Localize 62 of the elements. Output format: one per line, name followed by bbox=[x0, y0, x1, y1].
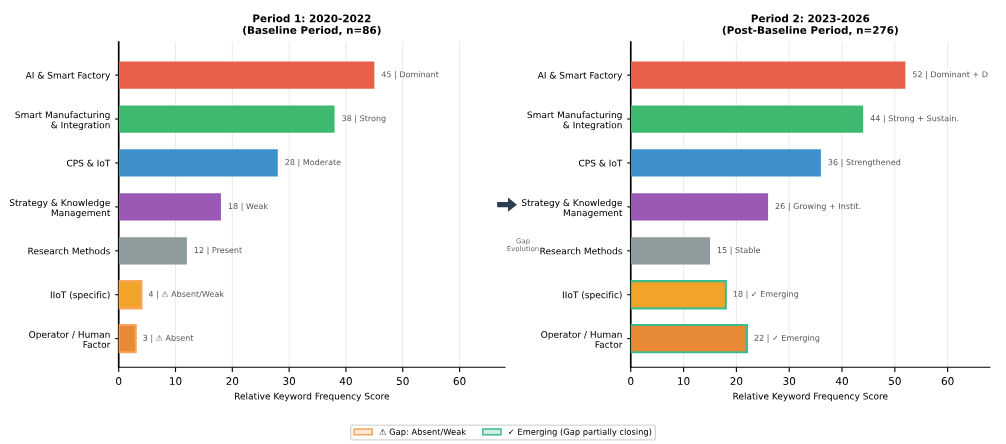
data-label: 18 | Weak bbox=[228, 202, 269, 211]
x-tick-label: 40 bbox=[339, 377, 352, 385]
y-tick-label: IIoT (specific) bbox=[50, 291, 110, 301]
x-tick-label: 0 bbox=[628, 377, 634, 385]
x-tick-label: 40 bbox=[835, 377, 848, 385]
chart-title: Period 2: 2023-2026 (Post-Baseline Period, n=276) bbox=[722, 14, 898, 36]
bar bbox=[118, 280, 143, 310]
y-tick-label: Strategy & Knowledge Management bbox=[521, 199, 623, 218]
x-axis-title: Relative Keyword Frequency Score bbox=[235, 392, 390, 402]
bar bbox=[630, 105, 864, 133]
x-tick-label: 30 bbox=[783, 377, 796, 385]
text: ✓ Emerging (Gap partially closing) bbox=[509, 428, 652, 437]
bar bbox=[630, 149, 821, 177]
bar bbox=[118, 237, 187, 265]
y-tick-label: Research Methods bbox=[28, 247, 110, 255]
bar bbox=[118, 193, 221, 221]
data-label: 45 | Dominant bbox=[381, 71, 439, 80]
data-label: 18 | ✓ Emerging bbox=[733, 290, 799, 299]
bar bbox=[630, 61, 906, 89]
data-label: 12 | Present bbox=[194, 246, 242, 255]
bar bbox=[118, 323, 137, 354]
data-label: 52 | Dominant + D bbox=[912, 71, 988, 80]
y-tick-label: Strategy & Knowledge Management bbox=[9, 199, 111, 218]
x-axis-title: Relative Keyword Frequency Score bbox=[733, 392, 888, 402]
text: ⚠ Gap: Absent/Weak bbox=[379, 428, 467, 437]
y-tick-label: CPS & IoT bbox=[66, 159, 111, 167]
bar bbox=[630, 323, 748, 354]
y-tick-label: Smart Manufacturing & Integration bbox=[15, 111, 110, 131]
x-tick-label: 50 bbox=[396, 377, 409, 385]
x-tick-label: 30 bbox=[283, 377, 296, 385]
bar bbox=[118, 105, 335, 133]
y-tick-label: Smart Manufacturing & Integration bbox=[527, 111, 622, 131]
data-label: 22 | ✓ Emerging bbox=[754, 334, 820, 343]
x-tick-label: 60 bbox=[453, 377, 466, 385]
data-label: 38 | Strong bbox=[342, 115, 386, 124]
x-tick-label: 60 bbox=[941, 377, 954, 385]
x-tick-label: 10 bbox=[170, 377, 182, 385]
x-tick-label: 10 bbox=[678, 377, 690, 385]
y-tick-label: Operator / Human Factor bbox=[541, 331, 623, 348]
data-label: 3 | ⚠ Absent bbox=[143, 334, 194, 343]
data-label: 28 | Moderate bbox=[285, 158, 341, 167]
bar bbox=[118, 149, 278, 177]
data-label: 4 | ⚠ Absent/Weak bbox=[148, 290, 224, 299]
bar bbox=[630, 193, 769, 221]
y-tick-label: AI & Smart Factory bbox=[25, 71, 111, 81]
data-label: 15 | Stable bbox=[717, 246, 761, 255]
y-tick-label: Operator / Human Factor bbox=[29, 331, 111, 348]
bar bbox=[630, 237, 710, 265]
data-label: 44 | Strong + Sustain. bbox=[870, 115, 959, 124]
bar bbox=[118, 61, 375, 89]
x-tick-label: 50 bbox=[889, 377, 901, 385]
chart-title: Period 1: 2020-2022 (Baseline Period, n=86) bbox=[243, 14, 381, 36]
data-label: 26 | Growing + Instit. bbox=[775, 202, 861, 211]
bar bbox=[630, 280, 727, 310]
y-tick-label: AI & Smart Factory bbox=[537, 71, 623, 81]
y-tick-label: Research Methods bbox=[540, 247, 622, 255]
data-label: 36 | Strengthened bbox=[828, 158, 901, 167]
y-tick-label: CPS & IoT bbox=[578, 159, 623, 167]
y-tick-label: IIoT (specific) bbox=[562, 291, 622, 301]
x-tick-label: 20 bbox=[226, 377, 239, 385]
x-tick-label: 20 bbox=[730, 377, 743, 385]
x-tick-label: 0 bbox=[116, 377, 122, 385]
